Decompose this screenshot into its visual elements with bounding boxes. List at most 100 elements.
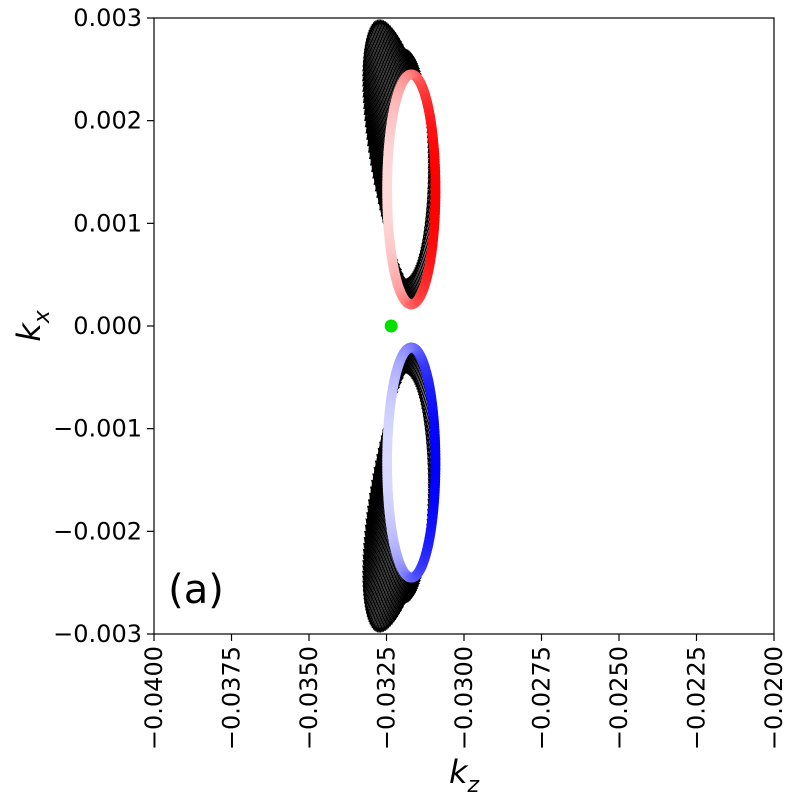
field-arrow bbox=[364, 45, 389, 155]
field-arrow bbox=[375, 20, 396, 107]
field-arrowhead bbox=[363, 53, 368, 58]
field-arrowhead bbox=[367, 147, 373, 153]
ring-marker bbox=[430, 187, 441, 198]
field-arrowhead bbox=[362, 71, 367, 77]
field-arrow bbox=[384, 563, 401, 631]
x-axis-label-base: k bbox=[449, 753, 469, 791]
origin-marker bbox=[384, 319, 398, 333]
field-arrowhead bbox=[423, 419, 428, 425]
field-arrowhead bbox=[427, 462, 432, 468]
field-arrow bbox=[379, 19, 398, 97]
field-arrow bbox=[385, 22, 402, 86]
field-arrow bbox=[374, 21, 395, 111]
field-arrowhead bbox=[401, 602, 406, 607]
field-arrowhead bbox=[425, 438, 430, 444]
field-arrowhead bbox=[426, 447, 431, 453]
field-arrow bbox=[394, 32, 407, 78]
field-arrow bbox=[363, 52, 389, 165]
panel-annotation: (a) bbox=[168, 567, 224, 613]
field-arrowhead bbox=[368, 154, 374, 160]
field-arrowhead bbox=[421, 407, 426, 413]
field-arrowhead bbox=[362, 81, 367, 87]
field-arrow bbox=[381, 19, 399, 94]
field-arrowhead bbox=[426, 442, 431, 448]
field-arrow bbox=[372, 538, 394, 630]
field-arrowhead bbox=[374, 186, 380, 192]
field-arrowhead bbox=[415, 582, 421, 587]
field-arrowhead bbox=[377, 199, 382, 205]
field-arrow bbox=[369, 525, 392, 625]
x-tick-label: −0.0200 bbox=[760, 646, 788, 750]
field-arrow bbox=[370, 529, 393, 627]
field-arrow bbox=[376, 549, 397, 633]
green-point bbox=[384, 319, 398, 333]
y-axis-ticks: −0.003 −0.002 −0.001 0.000 0.001 0.002 0.003 bbox=[53, 4, 154, 648]
field-arrow bbox=[364, 497, 389, 607]
field-arrow bbox=[402, 577, 411, 608]
y-tick-label: −0.003 bbox=[53, 620, 142, 648]
field-arrow bbox=[389, 25, 404, 82]
field-arrowhead bbox=[364, 122, 369, 128]
field-arrowhead bbox=[424, 428, 430, 434]
field-arrow bbox=[369, 27, 392, 127]
field-arrowhead bbox=[363, 110, 368, 116]
x-axis-label-sub: z bbox=[466, 773, 479, 798]
field-arrowhead bbox=[423, 415, 428, 421]
field-arrow bbox=[363, 57, 389, 170]
y-tick-label: −0.002 bbox=[53, 517, 142, 545]
x-tick-label: −0.0375 bbox=[218, 646, 246, 750]
field-arrow bbox=[365, 41, 390, 150]
field-arrow bbox=[368, 29, 392, 131]
field-arrowhead bbox=[416, 387, 422, 393]
field-arrow bbox=[365, 507, 390, 614]
field-arrowhead bbox=[365, 128, 370, 134]
field-arrowhead bbox=[362, 57, 367, 63]
field-arrowhead bbox=[362, 92, 367, 98]
field-arrowhead bbox=[373, 180, 378, 186]
x-tick-label: −0.0225 bbox=[683, 646, 711, 750]
field-arrow bbox=[371, 534, 394, 629]
field-arrow bbox=[378, 552, 397, 633]
field-arrow bbox=[396, 34, 408, 77]
field-arrow bbox=[374, 541, 395, 631]
field-arrowhead bbox=[372, 173, 377, 179]
field-arrowhead bbox=[366, 141, 372, 147]
x-tick-label: −0.0250 bbox=[605, 646, 633, 750]
x-axis-ticks: −0.0400 −0.0375 −0.0350 −0.0325 −0.0300 −0.02… bbox=[140, 634, 788, 750]
field-arrow bbox=[381, 558, 399, 633]
y-tick-label: 0.001 bbox=[73, 209, 142, 237]
field-arrow bbox=[378, 19, 397, 100]
y-axis-label-base: k bbox=[10, 322, 48, 342]
field-arrowhead bbox=[417, 390, 422, 396]
field-arrowhead bbox=[362, 98, 367, 104]
field-arrowhead bbox=[363, 104, 368, 110]
field-arrowhead bbox=[415, 384, 421, 390]
field-arrowhead bbox=[362, 76, 367, 82]
field-arrow bbox=[391, 27, 405, 81]
y-tick-label: 0.003 bbox=[73, 4, 142, 32]
field-arrowhead bbox=[369, 160, 375, 166]
field-arrowhead bbox=[418, 393, 423, 399]
x-axis-label: kz bbox=[449, 753, 480, 798]
field-arrowhead bbox=[371, 167, 376, 173]
field-arrowhead bbox=[379, 205, 384, 211]
field-arrow bbox=[391, 571, 405, 625]
field-arrowhead bbox=[416, 579, 422, 585]
field-arrowhead bbox=[366, 135, 371, 140]
field-arrow bbox=[402, 44, 411, 75]
ring-marker bbox=[430, 460, 441, 471]
field-arrow bbox=[387, 23, 403, 84]
field-arrow bbox=[363, 487, 389, 600]
field-arrowhead bbox=[425, 433, 430, 439]
field-arrowhead bbox=[421, 403, 426, 409]
field-arrow bbox=[366, 512, 391, 617]
field-arrowhead bbox=[419, 396, 424, 402]
field-arrow bbox=[398, 37, 409, 76]
field-arrow bbox=[372, 22, 394, 114]
field-arrowhead bbox=[414, 584, 420, 590]
field-arrow bbox=[389, 570, 404, 627]
field-arrowhead bbox=[399, 270, 404, 276]
field-arrow bbox=[370, 25, 393, 123]
